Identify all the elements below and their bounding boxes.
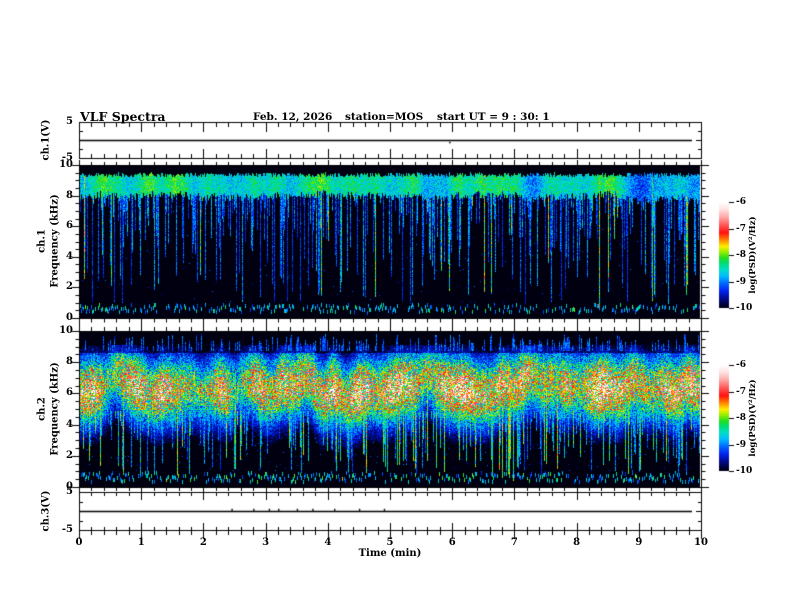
colorbar-ch2: [719, 365, 729, 471]
spectrogram-ch2-heatmap: [79, 331, 701, 487]
waveform-ch1-panel: [79, 122, 701, 158]
colorbar-ch2-label: log(PSD)(V²/Hz): [748, 379, 758, 457]
ylabel-ch2-channel: ch.2: [36, 397, 48, 421]
ylabel-ch1-channel: ch.1: [36, 229, 48, 253]
header-station: station=MOS: [345, 111, 424, 123]
header-start-ut: start UT = 9 : 30: 1: [437, 111, 550, 123]
ylabel-ch1-voltage: ch.1(V): [40, 119, 52, 161]
colorbar-ch1-label: log(PSD)(V²/Hz): [748, 216, 758, 294]
waveform-ch3-panel: [79, 492, 701, 530]
ylabel-ch2-frequency: Frequency (kHz): [49, 362, 61, 456]
ylabel-ch1-frequency: Frequency (kHz): [49, 194, 61, 288]
spectrogram-ch1-heatmap: [79, 165, 701, 318]
header-date: Feb. 12, 2026: [253, 111, 333, 123]
colorbar-ch1: [719, 202, 729, 308]
ylabel-ch3-voltage: ch.3(V): [40, 490, 52, 532]
page-title: VLF Spectra: [80, 109, 166, 124]
x-axis-label: Time (min): [358, 548, 422, 559]
